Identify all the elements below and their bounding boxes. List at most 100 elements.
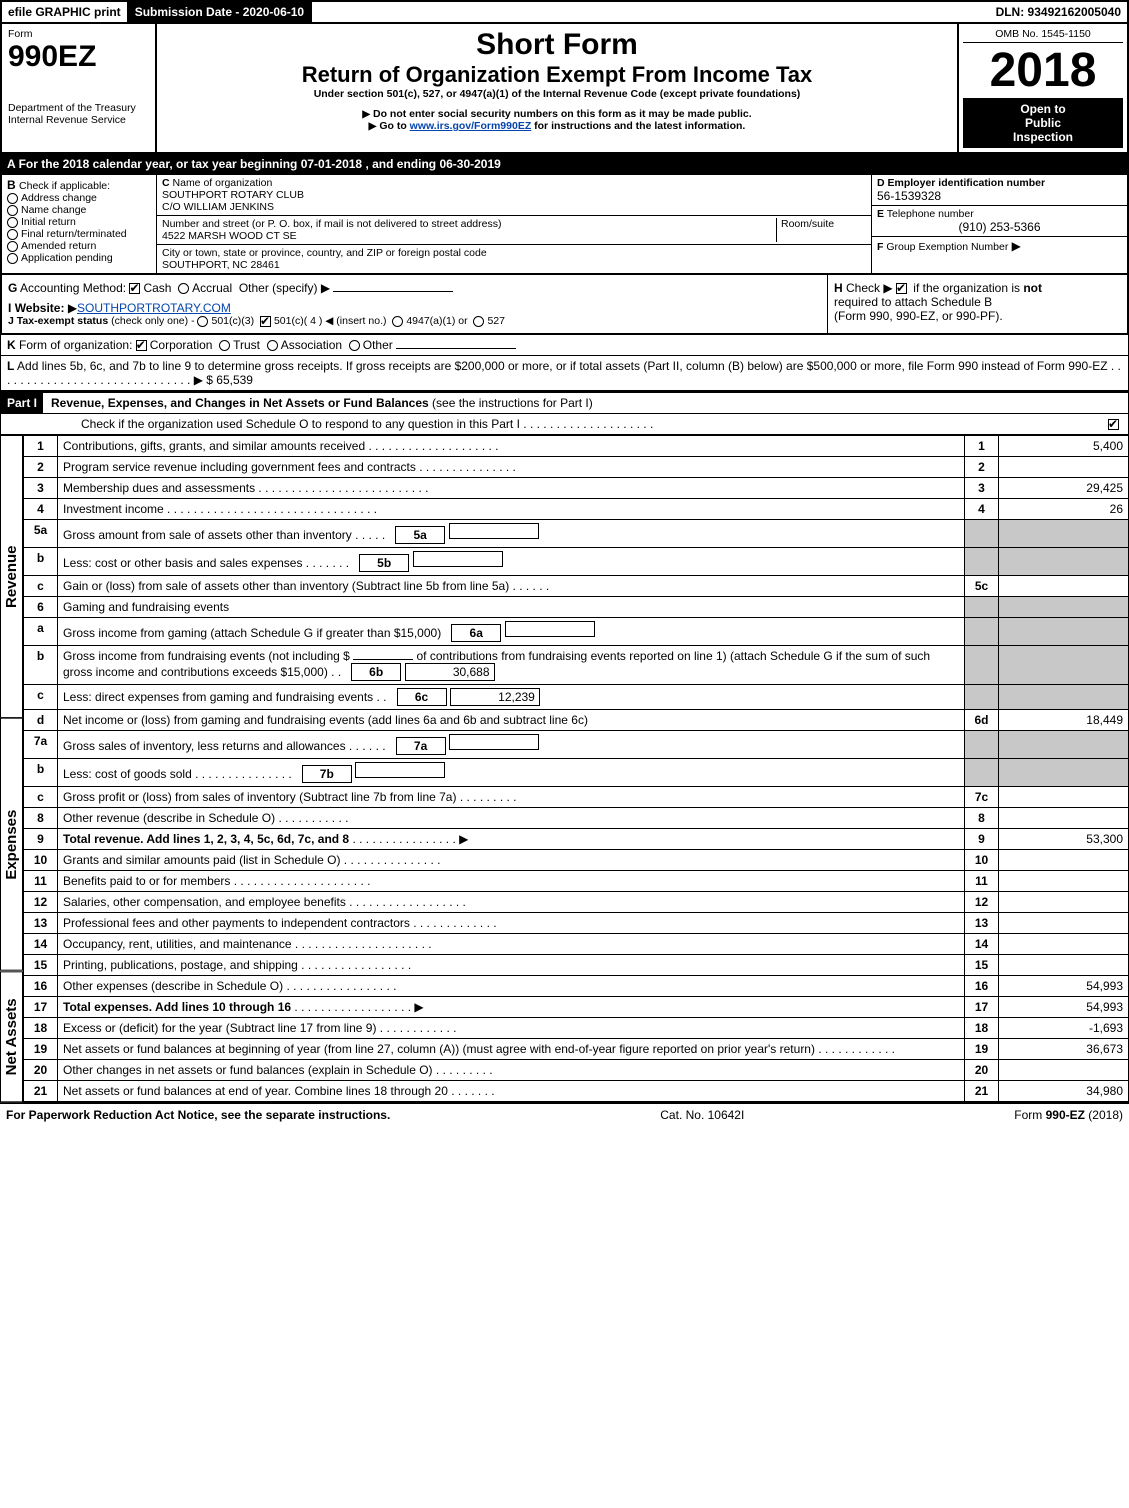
part1-header: Part I Revenue, Expenses, and Changes in… (0, 391, 1129, 414)
val-7b (355, 762, 445, 778)
radio-name-change[interactable] (7, 205, 18, 216)
val-6a (505, 621, 595, 637)
checkbox-501c[interactable] (260, 316, 271, 327)
table-row: 5aGross amount from sale of assets other… (24, 520, 1129, 548)
part1-label: Part I (1, 393, 43, 413)
letter-f: F (877, 241, 883, 253)
table-row: 11Benefits paid to or for members . . . … (24, 871, 1129, 892)
efile-label: efile GRAPHIC print (8, 5, 121, 19)
table-row: 17Total expenses. Add lines 10 through 1… (24, 997, 1129, 1018)
letter-g: G (8, 281, 17, 295)
table-row: bLess: cost of goods sold . . . . . . . … (24, 759, 1129, 787)
table-row: 10Grants and similar amounts paid (list … (24, 850, 1129, 871)
radio-accrual[interactable] (178, 283, 189, 294)
letter-i: I (8, 301, 11, 315)
table-row: 12Salaries, other compensation, and empl… (24, 892, 1129, 913)
radio-amended[interactable] (7, 241, 18, 252)
checkbox-corp[interactable] (136, 340, 147, 351)
amt-15 (999, 955, 1129, 976)
website-link[interactable]: SOUTHPORTROTARY.COM (77, 301, 231, 315)
radio-trust[interactable] (219, 340, 230, 351)
amt-8 (999, 808, 1129, 829)
main-title: Return of Organization Exempt From Incom… (165, 62, 949, 88)
val-5b (413, 551, 503, 567)
table-row: cLess: direct expenses from gaming and f… (24, 685, 1129, 710)
checkbox-h[interactable] (896, 283, 907, 294)
radio-initial-return[interactable] (7, 217, 18, 228)
table-row: 14Occupancy, rent, utilities, and mainte… (24, 934, 1129, 955)
part1-table-wrap: Revenue Expenses Net Assets 1Contributio… (0, 435, 1129, 1102)
org-info-grid: B Check if applicable: Address change Na… (0, 175, 1129, 275)
radio-4947[interactable] (392, 316, 403, 327)
amt-17: 54,993 (999, 997, 1129, 1018)
period-end: 06-30-2019 (439, 157, 500, 171)
table-row: 7aGross sales of inventory, less returns… (24, 731, 1129, 759)
val-7a (449, 734, 539, 750)
box-h: H Check ▶ if the organization is not req… (827, 275, 1127, 333)
table-row: cGross profit or (loss) from sales of in… (24, 787, 1129, 808)
side-netassets: Net Assets (0, 971, 23, 1102)
table-row: 16Other expenses (describe in Schedule O… (24, 976, 1129, 997)
submission-date: Submission Date - 2020-06-10 (135, 5, 304, 19)
table-row: aGross income from gaming (attach Schedu… (24, 618, 1129, 646)
top-bar: efile GRAPHIC print Submission Date - 20… (0, 0, 1129, 22)
radio-pending[interactable] (7, 253, 18, 264)
amt-21: 34,980 (999, 1081, 1129, 1102)
letter-c: C (162, 177, 170, 189)
table-row: bGross income from fundraising events (n… (24, 646, 1129, 685)
irs-link[interactable]: www.irs.gov/Form990EZ (410, 120, 532, 132)
letter-d: D (877, 177, 885, 189)
radio-501c3[interactable] (197, 316, 208, 327)
amt-9: 53,300 (999, 829, 1129, 850)
table-row: 6Gaming and fundraising events (24, 597, 1129, 618)
table-row: 13Professional fees and other payments t… (24, 913, 1129, 934)
box-b: B Check if applicable: Address change Na… (2, 175, 157, 273)
period-begin: 07-01-2018 (301, 157, 362, 171)
table-row: dNet income or (loss) from gaming and fu… (24, 710, 1129, 731)
table-row: 3Membership dues and assessments . . . .… (24, 478, 1129, 499)
line-l: L Add lines 5b, 6c, and 7b to line 9 to … (0, 356, 1129, 391)
amt-19: 36,673 (999, 1039, 1129, 1060)
phone: (910) 253-5366 (877, 220, 1122, 234)
amt-3: 29,425 (999, 478, 1129, 499)
radio-assoc[interactable] (267, 340, 278, 351)
table-row: 15Printing, publications, postage, and s… (24, 955, 1129, 976)
header-left: Form 990EZ Department of the Treasury In… (2, 24, 157, 152)
radio-other-org[interactable] (349, 340, 360, 351)
val-5a (449, 523, 539, 539)
goto-line: Go to www.irs.gov/Form990EZ for instruct… (165, 120, 949, 132)
checkbox-schedule-o[interactable] (1108, 419, 1119, 430)
letter-b: B (7, 178, 16, 192)
amt-1: 5,400 (999, 436, 1129, 457)
footer-left: For Paperwork Reduction Act Notice, see … (6, 1108, 390, 1122)
amt-2 (999, 457, 1129, 478)
open-public: Open to Public Inspection (963, 98, 1123, 148)
side-revenue: Revenue (0, 435, 23, 718)
header-center: Short Form Return of Organization Exempt… (157, 24, 957, 152)
radio-final-return[interactable] (7, 229, 18, 240)
radio-address-change[interactable] (7, 193, 18, 204)
arrow-icon: ▶ (1012, 239, 1021, 253)
org-name: SOUTHPORT ROTARY CLUB (162, 189, 866, 201)
letter-h: H (834, 281, 843, 295)
part1-table: 1Contributions, gifts, grants, and simil… (23, 435, 1129, 1102)
dln: DLN: 93492162005040 (996, 5, 1121, 19)
radio-527[interactable] (473, 316, 484, 327)
amt-20 (999, 1060, 1129, 1081)
box-def: D Employer identification number 56-1539… (872, 175, 1127, 273)
efile-graphic-print[interactable]: efile GRAPHIC print (2, 2, 129, 22)
letter-j: J (8, 315, 14, 327)
other-org-input[interactable] (396, 348, 516, 349)
form-word: Form (8, 28, 149, 40)
dln-box: DLN: 93492162005040 (990, 2, 1127, 22)
form-number: 990EZ (8, 40, 149, 74)
other-specify-input[interactable] (333, 291, 453, 292)
page-footer: For Paperwork Reduction Act Notice, see … (0, 1102, 1129, 1126)
amt-13 (999, 913, 1129, 934)
table-row: 20Other changes in net assets or fund ba… (24, 1060, 1129, 1081)
part1-check-line: Check if the organization used Schedule … (0, 414, 1129, 435)
val-6b: 30,688 (405, 663, 495, 681)
form-header: Form 990EZ Department of the Treasury In… (0, 22, 1129, 154)
checkbox-cash[interactable] (129, 283, 140, 294)
table-row: 2Program service revenue including gover… (24, 457, 1129, 478)
